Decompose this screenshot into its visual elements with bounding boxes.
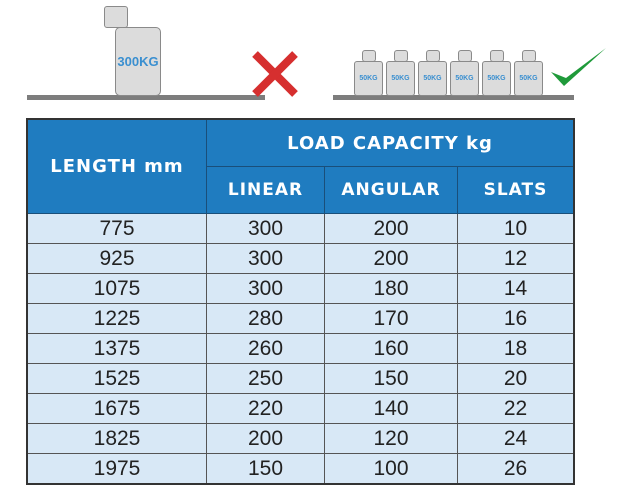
small-weight: 50KG xyxy=(514,61,543,96)
table-row: 1675 220 140 22 xyxy=(26,393,575,424)
angular-cell: 200 xyxy=(324,213,458,244)
slats-cell: 14 xyxy=(457,273,575,304)
small-weight: 50KG xyxy=(482,61,511,96)
angular-cell: 150 xyxy=(324,363,458,394)
angular-cell: 100 xyxy=(324,453,458,485)
length-cell: 1375 xyxy=(26,333,207,364)
table-row: 1075 300 180 14 xyxy=(26,273,575,304)
slats-cell: 10 xyxy=(457,213,575,244)
linear-cell: 260 xyxy=(206,333,325,364)
angular-cell: 180 xyxy=(324,273,458,304)
linear-cell: 300 xyxy=(206,273,325,304)
linear-cell: 150 xyxy=(206,453,325,485)
table-row: 1375 260 160 18 xyxy=(26,333,575,364)
linear-header: LINEAR xyxy=(206,166,325,214)
slats-header: SLATS xyxy=(457,166,575,214)
shelf-right xyxy=(333,95,574,100)
length-cell: 1225 xyxy=(26,303,207,334)
weight-handle xyxy=(104,6,128,28)
length-cell: 925 xyxy=(26,243,207,274)
angular-cell: 160 xyxy=(324,333,458,364)
linear-cell: 250 xyxy=(206,363,325,394)
slats-cell: 26 xyxy=(457,453,575,485)
small-weight: 50KG xyxy=(386,61,415,96)
length-cell: 1075 xyxy=(26,273,207,304)
table-row: 775 300 200 10 xyxy=(26,213,575,244)
shelf-left xyxy=(27,95,265,100)
red-x-icon xyxy=(252,51,298,97)
linear-cell: 200 xyxy=(206,423,325,454)
slats-cell: 24 xyxy=(457,423,575,454)
table-row: 1225 280 170 16 xyxy=(26,303,575,334)
length-cell: 1525 xyxy=(26,363,207,394)
capacity-header: LOAD CAPACITY kg xyxy=(206,118,575,167)
big-weight-label: 300KG xyxy=(117,54,159,69)
small-weight-label: 50KG xyxy=(519,75,538,82)
length-header: LENGTH mm xyxy=(26,118,207,214)
linear-cell: 300 xyxy=(206,213,325,244)
slats-cell: 12 xyxy=(457,243,575,274)
small-weight-label: 50KG xyxy=(359,75,378,82)
small-weight: 50KG xyxy=(450,61,479,96)
slats-cell: 20 xyxy=(457,363,575,394)
small-weight-label: 50KG xyxy=(391,75,410,82)
green-check-icon xyxy=(551,48,606,86)
small-weight: 50KG xyxy=(418,61,447,96)
angular-cell: 200 xyxy=(324,243,458,274)
angular-cell: 140 xyxy=(324,393,458,424)
length-cell: 1675 xyxy=(26,393,207,424)
angular-cell: 120 xyxy=(324,423,458,454)
slats-cell: 22 xyxy=(457,393,575,424)
table-row: 925 300 200 12 xyxy=(26,243,575,274)
small-weight: 50KG xyxy=(354,61,383,96)
angular-header: ANGULAR xyxy=(324,166,458,214)
table-row: 1525 250 150 20 xyxy=(26,363,575,394)
length-cell: 1825 xyxy=(26,423,207,454)
slats-cell: 16 xyxy=(457,303,575,334)
linear-cell: 220 xyxy=(206,393,325,424)
linear-cell: 280 xyxy=(206,303,325,334)
angular-cell: 170 xyxy=(324,303,458,334)
linear-cell: 300 xyxy=(206,243,325,274)
slats-cell: 18 xyxy=(457,333,575,364)
big-weight: 300KG xyxy=(115,27,161,96)
load-capacity-table: LENGTH mm LOAD CAPACITY kg LINEAR ANGULA… xyxy=(26,118,575,485)
table-row: 1975 150 100 26 xyxy=(26,453,575,485)
small-weight-label: 50KG xyxy=(487,75,506,82)
small-weight-label: 50KG xyxy=(455,75,474,82)
length-cell: 1975 xyxy=(26,453,207,485)
small-weight-label: 50KG xyxy=(423,75,442,82)
length-cell: 775 xyxy=(26,213,207,244)
table-row: 1825 200 120 24 xyxy=(26,423,575,454)
